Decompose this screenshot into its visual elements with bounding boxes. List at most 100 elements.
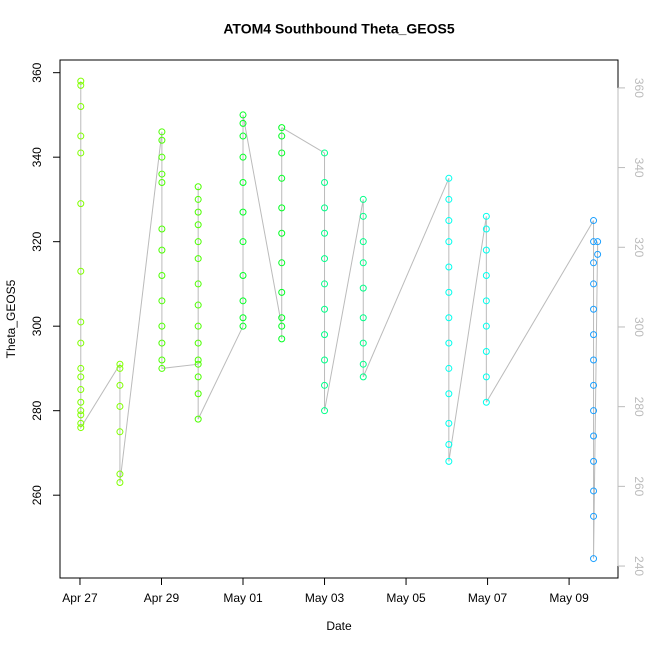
point	[77, 419, 85, 427]
point	[590, 512, 598, 520]
point	[445, 174, 453, 182]
point	[445, 288, 453, 296]
point	[239, 179, 247, 187]
point	[482, 297, 490, 305]
point	[590, 457, 598, 465]
point	[445, 440, 453, 448]
point	[194, 390, 202, 398]
point	[158, 271, 166, 279]
point	[278, 149, 286, 157]
point	[77, 77, 85, 85]
point	[445, 263, 453, 271]
point	[116, 360, 124, 368]
y-tick-label: 320	[30, 231, 44, 251]
point	[158, 179, 166, 187]
point	[77, 81, 85, 89]
point	[239, 132, 247, 140]
point	[359, 360, 367, 368]
point	[482, 212, 490, 220]
point	[239, 322, 247, 330]
point	[321, 280, 329, 288]
point	[77, 200, 85, 208]
point	[321, 407, 329, 415]
point	[482, 348, 490, 356]
x-tick-label: Apr 27	[62, 591, 98, 605]
point	[77, 411, 85, 419]
y-tick-label: 360	[30, 62, 44, 82]
y-axis-label: Theta_GEOS5	[4, 279, 18, 358]
point	[590, 259, 598, 267]
point	[158, 339, 166, 347]
point	[116, 402, 124, 410]
point	[239, 111, 247, 119]
point	[445, 238, 453, 246]
point	[194, 356, 202, 364]
point	[321, 381, 329, 389]
x-tick-label: May 01	[223, 591, 263, 605]
y-tick-label: 340	[30, 147, 44, 167]
point	[590, 407, 598, 415]
point	[158, 136, 166, 144]
point	[359, 284, 367, 292]
plot-box	[59, 59, 619, 579]
point	[482, 398, 490, 406]
point	[77, 132, 85, 140]
point	[590, 555, 598, 563]
point	[194, 183, 202, 191]
y2-tick-label: 320	[632, 237, 646, 257]
point	[445, 339, 453, 347]
y-tick-label: 260	[30, 485, 44, 505]
series-line	[80, 81, 121, 483]
series-line	[593, 220, 599, 559]
point	[194, 208, 202, 216]
point	[278, 124, 286, 132]
connector	[197, 325, 244, 420]
point	[278, 322, 286, 330]
point	[482, 225, 490, 233]
x-tick-label: May 07	[468, 591, 508, 605]
point	[158, 356, 166, 364]
point	[278, 204, 286, 212]
point	[239, 271, 247, 279]
point	[158, 153, 166, 161]
point	[116, 479, 124, 487]
point	[590, 280, 598, 288]
point	[194, 322, 202, 330]
point	[77, 149, 85, 157]
point	[590, 432, 598, 440]
point	[77, 424, 85, 432]
y2-tick-label: 280	[632, 397, 646, 417]
point	[77, 407, 85, 415]
y2-tick-label: 360	[632, 78, 646, 98]
point	[321, 179, 329, 187]
y2-tick-label: 300	[632, 317, 646, 337]
point	[77, 386, 85, 394]
point	[359, 259, 367, 267]
point	[278, 132, 286, 140]
connector	[119, 131, 163, 483]
point	[194, 280, 202, 288]
point	[194, 373, 202, 381]
connector	[281, 127, 325, 154]
point	[278, 335, 286, 343]
point	[158, 225, 166, 233]
point	[158, 322, 166, 330]
point	[278, 229, 286, 237]
point	[116, 364, 124, 372]
y-tick-label: 280	[30, 400, 44, 420]
point	[590, 381, 598, 389]
point	[321, 204, 329, 212]
point	[278, 288, 286, 296]
point	[482, 246, 490, 254]
point	[482, 373, 490, 381]
point	[194, 415, 202, 423]
y2-tick-label: 340	[632, 158, 646, 178]
point	[239, 208, 247, 216]
point	[239, 119, 247, 127]
series-line	[324, 152, 364, 411]
point	[194, 339, 202, 347]
point	[359, 195, 367, 203]
series-line	[242, 114, 283, 339]
point	[194, 360, 202, 368]
point	[359, 373, 367, 381]
